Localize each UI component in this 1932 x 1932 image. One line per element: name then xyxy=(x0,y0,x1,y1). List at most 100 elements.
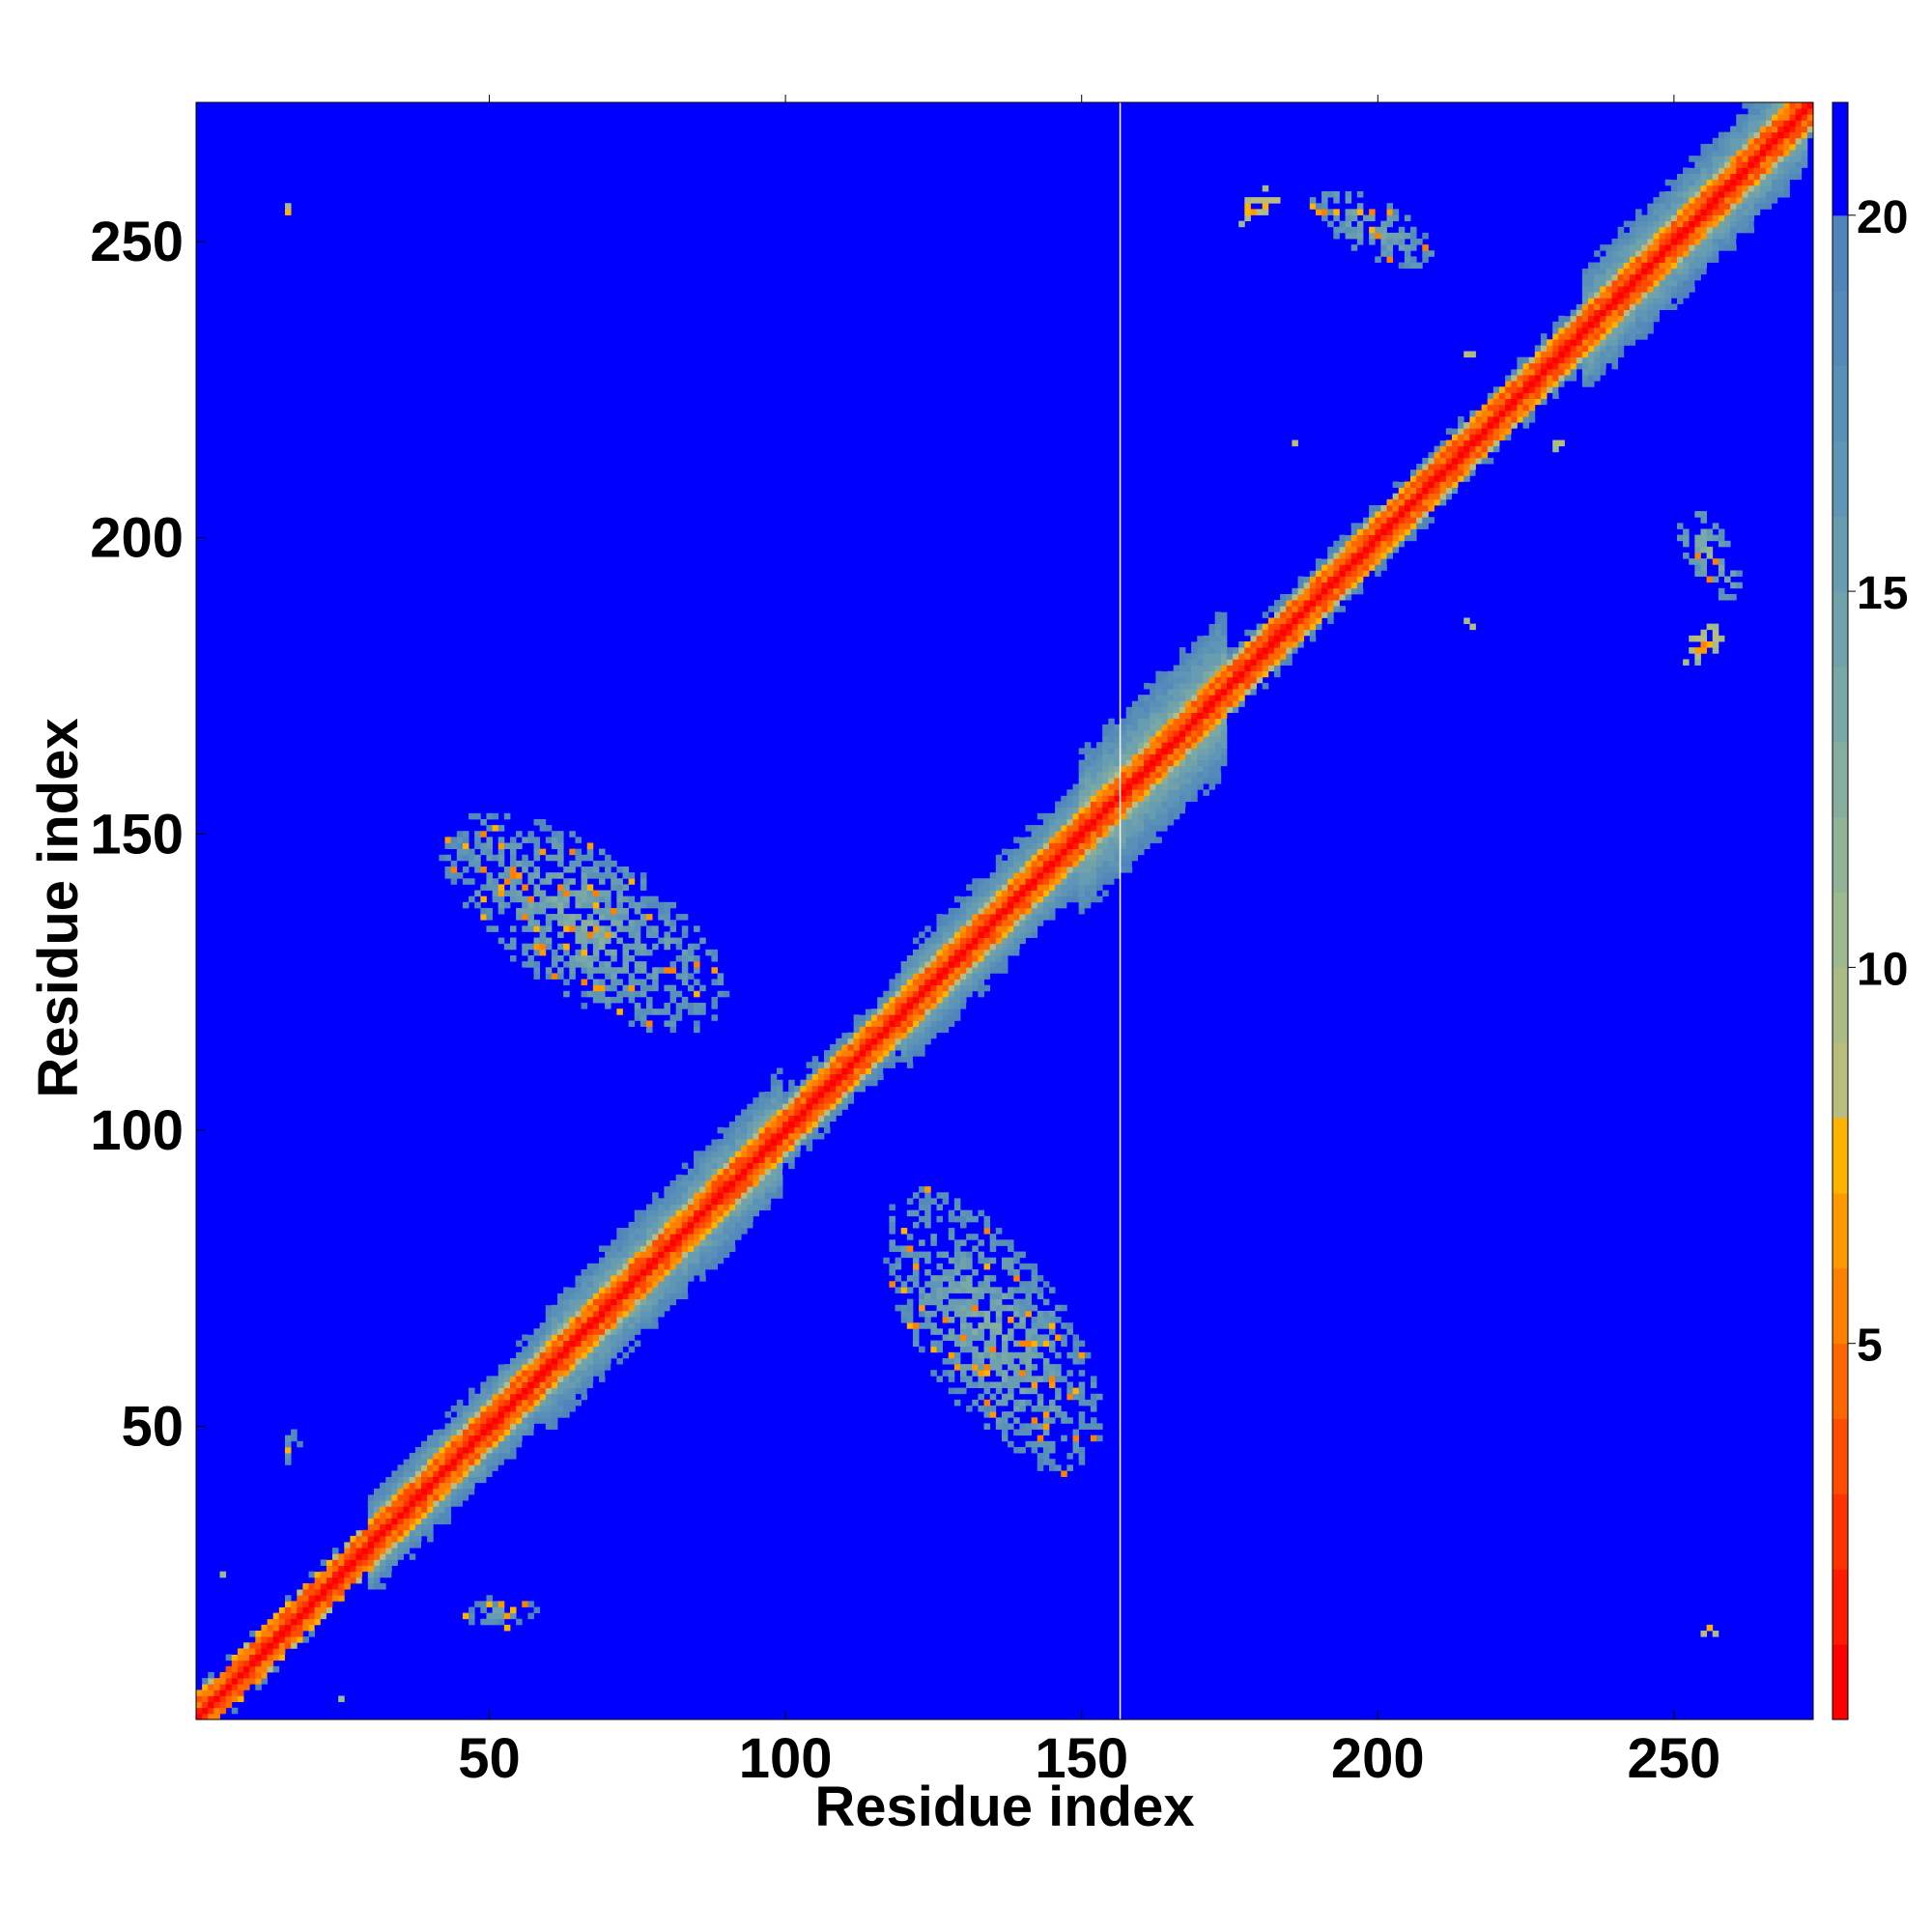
heatmap-cell xyxy=(557,1399,564,1406)
heatmap-cell xyxy=(1173,748,1180,754)
heatmap-cell xyxy=(841,1037,848,1045)
heatmap-cell xyxy=(972,967,979,974)
heatmap-cell xyxy=(397,1512,405,1519)
heatmap-cell xyxy=(1747,179,1755,186)
heatmap-cell xyxy=(628,1281,636,1288)
heatmap-cell xyxy=(1587,327,1595,334)
heatmap-cell xyxy=(936,1020,944,1027)
heatmap-cell xyxy=(1208,653,1216,660)
heatmap-cell xyxy=(1706,220,1714,228)
heatmap-cell xyxy=(1019,914,1026,921)
heatmap-cell xyxy=(675,1209,683,1217)
heatmap-cell xyxy=(919,1014,925,1021)
heatmap-cell xyxy=(1623,244,1631,251)
heatmap-cell xyxy=(1031,884,1038,891)
heatmap-cell xyxy=(681,1251,689,1259)
heatmap-cell xyxy=(545,854,553,862)
heatmap-cell xyxy=(1155,778,1162,784)
heatmap-cell xyxy=(652,1192,659,1199)
heatmap-cell xyxy=(948,990,955,998)
heatmap-cell xyxy=(723,1221,730,1229)
heatmap-cell xyxy=(492,1399,499,1406)
heatmap-cell xyxy=(966,961,973,968)
heatmap-cell xyxy=(409,1453,416,1460)
heatmap-cell xyxy=(1492,445,1500,453)
heatmap-cell xyxy=(1428,464,1435,470)
heatmap-cell xyxy=(533,920,541,926)
heatmap-cell xyxy=(1001,890,1009,897)
heatmap-cell xyxy=(1747,167,1755,174)
heatmap-cell xyxy=(1772,156,1778,162)
heatmap-cell xyxy=(966,920,973,926)
heatmap-cell xyxy=(1333,600,1340,607)
heatmap-cell xyxy=(694,1234,700,1240)
heatmap-cell xyxy=(1350,558,1358,565)
heatmap-cell xyxy=(811,1115,819,1122)
heatmap-cell xyxy=(741,1198,748,1205)
heatmap-cell xyxy=(385,1571,392,1578)
heatmap-cell xyxy=(782,1121,789,1128)
heatmap-cell xyxy=(883,1043,890,1051)
heatmap-cell xyxy=(705,1162,712,1170)
heatmap-cell xyxy=(1173,812,1180,820)
heatmap-cell xyxy=(450,1500,458,1507)
heatmap-cell xyxy=(652,1228,659,1235)
heatmap-cell xyxy=(646,1245,653,1252)
heatmap-cell xyxy=(1114,842,1121,850)
heatmap-cell xyxy=(1611,309,1619,317)
heatmap-cell xyxy=(1623,268,1631,275)
heatmap-cell xyxy=(533,1334,541,1341)
heatmap-cell xyxy=(1605,298,1612,304)
heatmap-cell xyxy=(1700,226,1708,234)
heatmap-cell xyxy=(1055,848,1062,856)
heatmap-cell xyxy=(634,1328,641,1335)
heatmap-cell xyxy=(900,1020,908,1027)
heatmap-cell xyxy=(1683,279,1690,287)
heatmap-cell xyxy=(1108,753,1115,761)
heatmap-cell xyxy=(1238,682,1245,690)
heatmap-cell xyxy=(1078,907,1086,915)
heatmap-cell xyxy=(900,961,908,968)
heatmap-cell xyxy=(1617,351,1625,358)
heatmap-cell xyxy=(1747,120,1755,127)
heatmap-cell xyxy=(1108,778,1115,784)
heatmap-cell xyxy=(1765,131,1773,139)
heatmap-cell xyxy=(1647,232,1654,240)
heatmap-cell xyxy=(681,1162,689,1170)
heatmap-cell xyxy=(948,967,955,974)
heatmap-cell xyxy=(569,1334,576,1341)
heatmap-cell xyxy=(1547,368,1553,376)
heatmap-cell xyxy=(569,1328,576,1335)
heatmap-cell xyxy=(1753,137,1761,145)
heatmap-cell xyxy=(522,1351,528,1359)
heatmap-cell xyxy=(622,1328,630,1335)
heatmap-cell xyxy=(1552,345,1559,352)
heatmap-cell xyxy=(569,1293,576,1300)
heatmap-cell xyxy=(1084,884,1092,891)
heatmap-cell xyxy=(764,1126,772,1134)
heatmap-cell xyxy=(782,1139,789,1146)
heatmap-cell xyxy=(1611,279,1619,287)
heatmap-cell xyxy=(486,1429,493,1436)
heatmap-cell xyxy=(735,1151,742,1157)
heatmap-cell xyxy=(225,1671,233,1679)
heatmap-cell xyxy=(586,967,594,974)
heatmap-cell xyxy=(865,1043,872,1051)
heatmap-cell xyxy=(1137,724,1145,731)
heatmap-cell xyxy=(1659,190,1666,198)
heatmap-cell xyxy=(906,1020,914,1027)
heatmap-cell xyxy=(1481,445,1489,453)
heatmap-cell xyxy=(1096,878,1103,885)
heatmap-cell xyxy=(675,1221,683,1229)
heatmap-cell xyxy=(551,949,558,956)
heatmap-cell xyxy=(723,1151,730,1157)
heatmap-cell xyxy=(605,1304,611,1312)
heatmap-cell xyxy=(533,848,541,856)
heatmap-cell xyxy=(1321,564,1328,571)
heatmap-cell xyxy=(1150,712,1156,720)
heatmap-cell xyxy=(687,1192,695,1199)
heatmap-cell xyxy=(1267,635,1275,642)
heatmap-cell xyxy=(906,1009,914,1015)
heatmap-cell xyxy=(1167,801,1175,809)
heatmap-cell xyxy=(267,1618,274,1626)
